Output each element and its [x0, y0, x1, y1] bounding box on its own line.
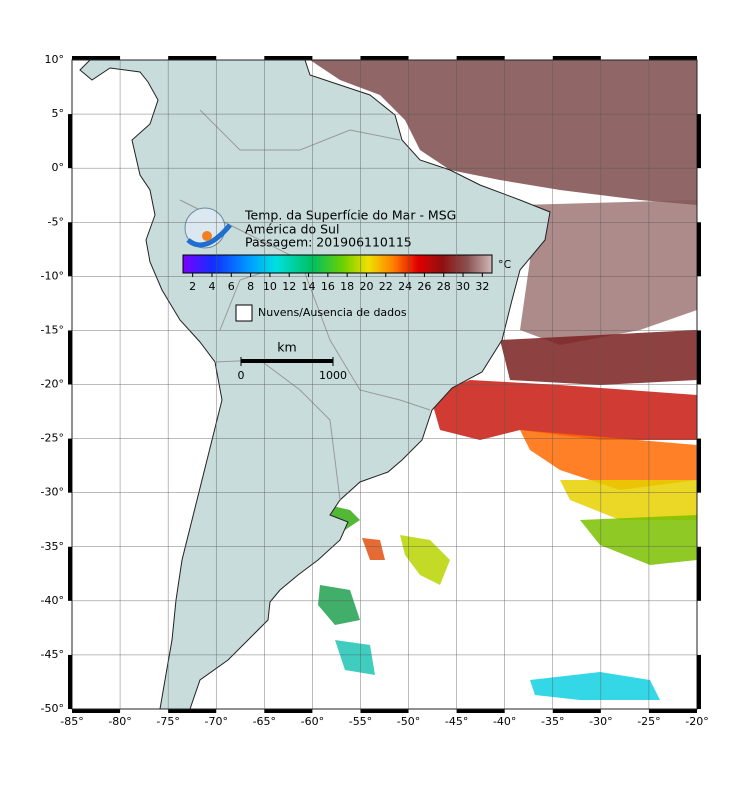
frame-block — [456, 56, 505, 60]
lon-tick-label: -35° — [541, 715, 564, 728]
colorbar-tick-label: 32 — [475, 280, 489, 293]
lon-tick-label: -75° — [156, 715, 179, 728]
frame-block — [68, 114, 72, 169]
logo — [184, 207, 232, 249]
scale-bar — [241, 359, 333, 363]
lat-tick-label: -20° — [41, 378, 64, 391]
colorbar-tick-label: 28 — [437, 280, 451, 293]
frame-block — [264, 709, 313, 713]
lat-tick-label: -35° — [41, 540, 64, 553]
frame-block — [697, 438, 701, 493]
lon-tick-label: -45° — [445, 715, 468, 728]
frame-block — [168, 709, 217, 713]
colorbar-tick-label: 4 — [208, 280, 215, 293]
frame-block — [72, 709, 121, 713]
lon-tick-label: -55° — [349, 715, 372, 728]
colorbar — [182, 254, 493, 274]
colorbar-tick-label: 8 — [247, 280, 254, 293]
colorbar-tick-label: 12 — [282, 280, 296, 293]
frame-block — [360, 709, 409, 713]
title-line: América do Sul — [245, 222, 339, 237]
lon-tick-label: -60° — [301, 715, 324, 728]
colorbar-tick-label: 22 — [379, 280, 393, 293]
lat-tick-label: -5° — [48, 215, 64, 228]
frame-block — [68, 438, 72, 493]
colorbar-tick-label: 14 — [302, 280, 316, 293]
frame-block — [68, 330, 72, 385]
colorbar-tick-label: 2 — [189, 280, 196, 293]
frame-block — [552, 56, 601, 60]
frame-block — [552, 709, 601, 713]
sea-surface-patches — [310, 60, 697, 700]
lat-tick-label: -50° — [41, 702, 64, 715]
legend-swatch — [235, 304, 253, 322]
lat-tick-label: -15° — [41, 323, 64, 336]
title-line: Passagem: 201906110115 — [245, 235, 412, 250]
colorbar-tick-label: 30 — [456, 280, 470, 293]
lat-tick-label: -45° — [41, 648, 64, 661]
frame-block — [68, 654, 72, 709]
frame-block — [697, 654, 701, 709]
frame-block — [697, 114, 701, 169]
frame-block — [648, 56, 697, 60]
frame-block — [168, 56, 217, 60]
lon-tick-label: -85° — [60, 715, 83, 728]
colorbar-tick-label: 24 — [398, 280, 412, 293]
lon-tick-label: -70° — [204, 715, 227, 728]
colorbar-tick-label: 20 — [359, 280, 373, 293]
frame-block — [456, 709, 505, 713]
lat-tick-label: -10° — [41, 269, 64, 282]
lon-tick-label: -20° — [685, 715, 708, 728]
frame-block — [72, 56, 121, 60]
frame-block — [697, 546, 701, 601]
lat-tick-label: 5° — [52, 107, 65, 120]
lat-tick-label: -25° — [41, 432, 64, 445]
legend-label: Nuvens/Ausencia de dados — [258, 306, 407, 319]
frame-block — [697, 222, 701, 277]
lat-tick-label: 10° — [45, 53, 65, 66]
lon-tick-label: -50° — [397, 715, 420, 728]
colorbar-tick-label: 6 — [228, 280, 235, 293]
title-line: Temp. da Superfície do Mar - MSG — [244, 208, 456, 223]
lat-tick-label: 0° — [52, 161, 65, 174]
frame-block — [360, 56, 409, 60]
scale-tick-label: 0 — [238, 369, 245, 382]
lon-tick-label: -40° — [493, 715, 516, 728]
lon-tick-label: -30° — [589, 715, 612, 728]
colorbar-tick-label: 26 — [417, 280, 431, 293]
lat-tick-label: -40° — [41, 594, 64, 607]
frame-block — [264, 56, 313, 60]
colorbar-tick-label: 18 — [340, 280, 354, 293]
colorbar-tick-label: 16 — [321, 280, 335, 293]
colorbar-tick-label: 10 — [263, 280, 277, 293]
frame-block — [697, 330, 701, 385]
lon-tick-label: -65° — [253, 715, 276, 728]
scale-unit: km — [277, 340, 296, 355]
lat-tick-label: -30° — [41, 486, 64, 499]
frame-block — [648, 709, 697, 713]
frame-block — [68, 222, 72, 277]
lon-tick-label: -25° — [637, 715, 660, 728]
frame-block — [68, 546, 72, 601]
lon-tick-label: -80° — [108, 715, 131, 728]
scale-tick-label: 1000 — [319, 369, 347, 382]
